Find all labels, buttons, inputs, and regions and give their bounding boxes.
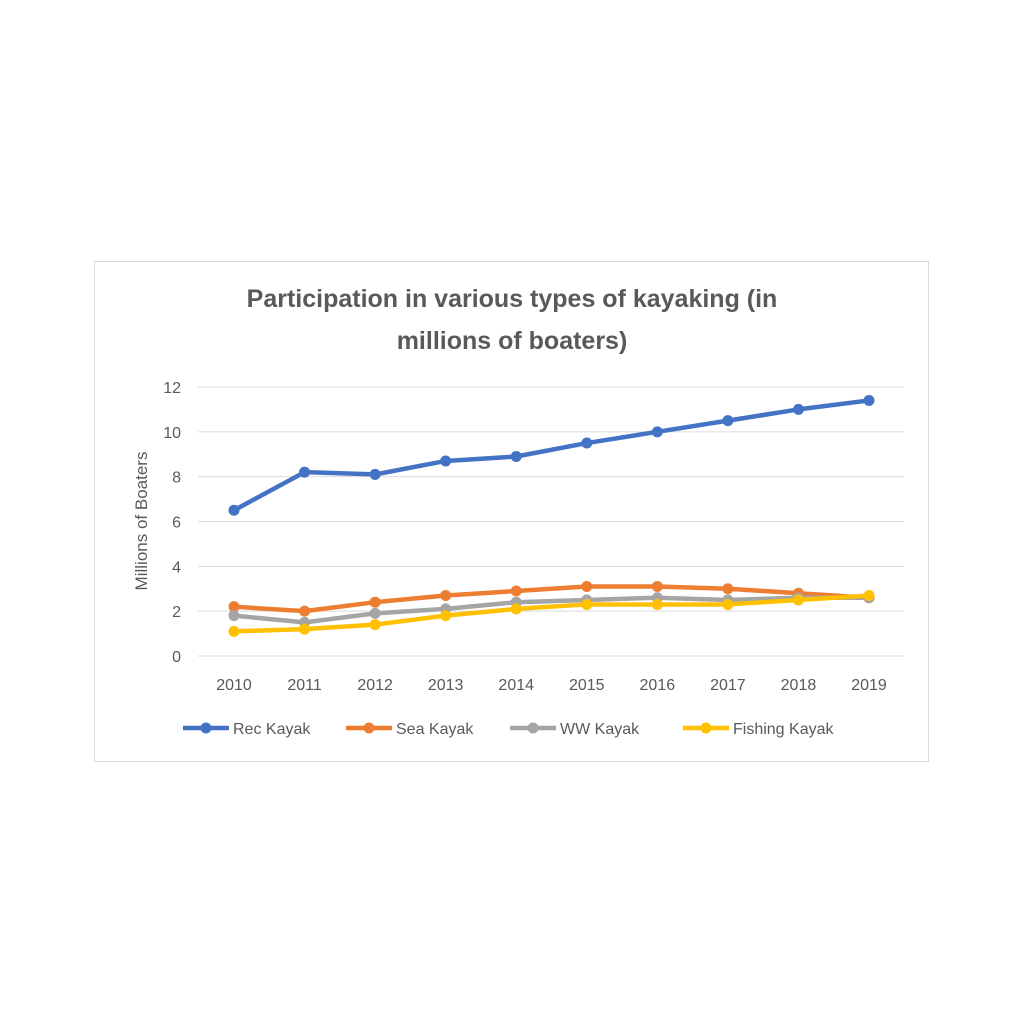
data-point <box>863 394 875 406</box>
data-point <box>510 585 522 597</box>
x-tick-label: 2018 <box>781 677 817 694</box>
series-sea-kayak <box>228 581 875 617</box>
legend: Rec Kayak Sea Kayak WW Kayak Fishing Kayak <box>183 721 834 738</box>
chart-title-line-1: Participation in various types of kayaki… <box>247 285 778 313</box>
series-line <box>231 593 872 634</box>
x-tick-label: 2017 <box>710 677 746 694</box>
data-point <box>722 598 734 610</box>
series-lines <box>228 394 875 637</box>
data-point <box>863 589 875 601</box>
data-point <box>440 610 452 622</box>
x-tick-label: 2014 <box>498 677 534 694</box>
y-tick-labels: 0 2 4 6 8 10 12 <box>163 380 181 666</box>
series-line <box>231 398 872 513</box>
y-tick-label: 10 <box>163 425 181 442</box>
y-tick-label: 4 <box>172 559 181 576</box>
series-fishing-kayak <box>228 589 875 637</box>
data-point <box>369 596 381 608</box>
data-point <box>228 610 240 622</box>
data-point <box>369 468 381 480</box>
legend-marker <box>363 722 375 734</box>
legend-label: Sea Kayak <box>396 721 474 738</box>
legend-marker <box>700 722 712 734</box>
legend-label: Rec Kayak <box>233 721 311 738</box>
series-line <box>231 595 872 625</box>
legend-item: Rec Kayak <box>183 721 311 738</box>
y-tick-label: 12 <box>163 380 181 397</box>
data-point <box>792 594 804 606</box>
legend-label: WW Kayak <box>560 721 640 738</box>
data-point <box>581 598 593 610</box>
y-tick-label: 8 <box>172 470 181 487</box>
data-point <box>369 607 381 619</box>
y-tick-label: 0 <box>172 649 181 666</box>
y-tick-label: 6 <box>172 515 181 532</box>
data-point <box>440 455 452 467</box>
data-point <box>299 466 311 478</box>
legend-label: Fishing Kayak <box>733 721 834 738</box>
data-point <box>581 581 593 593</box>
data-point <box>722 583 734 595</box>
legend-item: WW Kayak <box>510 721 640 738</box>
x-tick-label: 2012 <box>357 677 393 694</box>
legend-item: Sea Kayak <box>346 721 474 738</box>
x-tick-label: 2011 <box>287 677 322 694</box>
y-axis-label: Millions of Boaters <box>132 452 151 591</box>
data-point <box>299 605 311 617</box>
data-point <box>228 625 240 637</box>
data-point <box>651 581 663 593</box>
data-point <box>440 589 452 601</box>
data-point <box>651 598 663 610</box>
series-rec-kayak <box>228 394 875 516</box>
data-point <box>228 601 240 613</box>
data-point <box>510 603 522 615</box>
x-tick-labels: 2010 2011 2012 2013 2014 2015 2016 2017 2018 2019 <box>216 677 887 694</box>
x-tick-label: 2019 <box>851 677 887 694</box>
chart-title-line-2: millions of boaters) <box>397 327 628 355</box>
series-line <box>231 584 872 614</box>
data-point <box>228 504 240 516</box>
data-point <box>722 415 734 427</box>
x-tick-label: 2013 <box>428 677 464 694</box>
y-tick-label: 2 <box>172 604 181 621</box>
x-tick-label: 2016 <box>640 677 676 694</box>
data-point <box>651 426 663 438</box>
data-point <box>792 403 804 415</box>
legend-item: Fishing Kayak <box>683 721 834 738</box>
data-point <box>510 450 522 462</box>
legend-marker <box>200 722 212 734</box>
data-point <box>299 623 311 635</box>
x-tick-label: 2010 <box>216 677 252 694</box>
data-point <box>369 619 381 631</box>
legend-marker <box>527 722 539 734</box>
x-tick-label: 2015 <box>569 677 605 694</box>
data-point <box>581 437 593 449</box>
